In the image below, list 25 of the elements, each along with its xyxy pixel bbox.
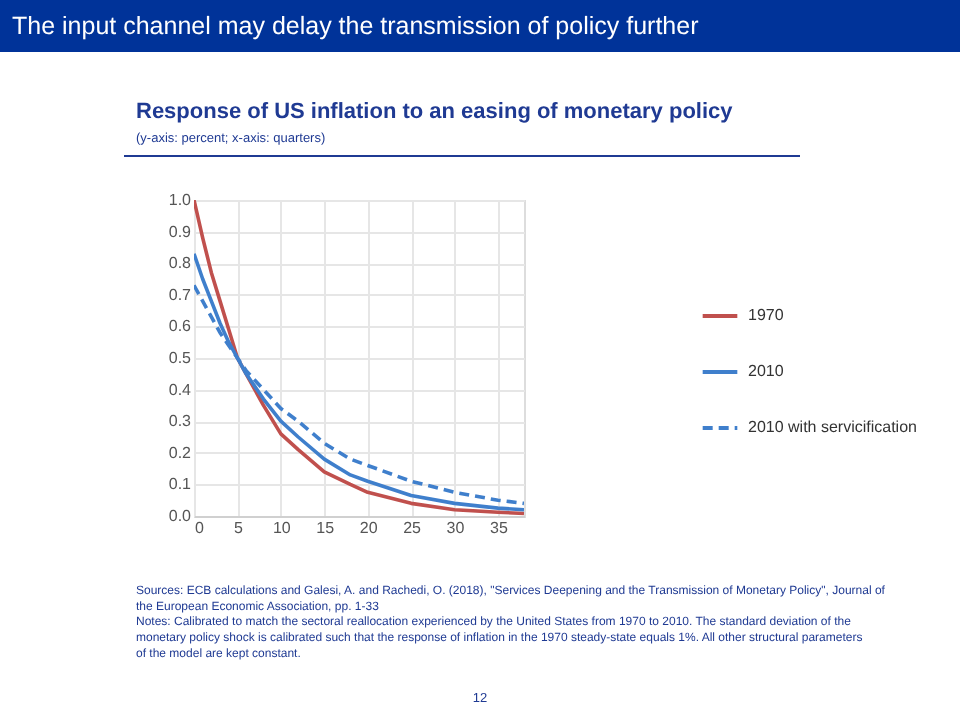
chart-subtitle: Response of US inflation to an easing of monetary policy [136,100,735,124]
x-tick-label: 15 [316,519,336,537]
y-tick-label: 0.3 [168,412,193,431]
legend-label: 2010 [748,362,785,380]
line-series [194,200,524,516]
legend-label: 1970 [748,306,785,324]
y-tick-label: 1.0 [168,191,193,209]
x-tick-label: 35 [490,519,509,537]
y-tick-label: 0.2 [168,443,193,462]
y-tick-label: 0.7 [168,285,193,304]
y-tick-label: 0.0 [168,507,193,525]
chart-title: The input channel may delay the transmission of policy further [12,12,699,40]
y-tick-label: 0.5 [168,349,193,367]
legend-label: 2010 with servicification [748,418,917,436]
x-tick-label: 0 [195,519,205,537]
y-tick-label: 0.4 [168,380,193,399]
y-tick-label: 0.9 [168,222,193,241]
x-tick-label: 10 [272,519,292,537]
y-tick-label: 0.1 [168,475,193,494]
y-tick-label: 0.8 [168,254,193,273]
x-tick-label: 5 [233,519,244,537]
y-tick-label: 0.6 [168,317,193,336]
x-tick-label: 20 [359,519,379,537]
x-tick-label: 25 [403,519,423,537]
x-tick-label: 30 [446,519,466,537]
